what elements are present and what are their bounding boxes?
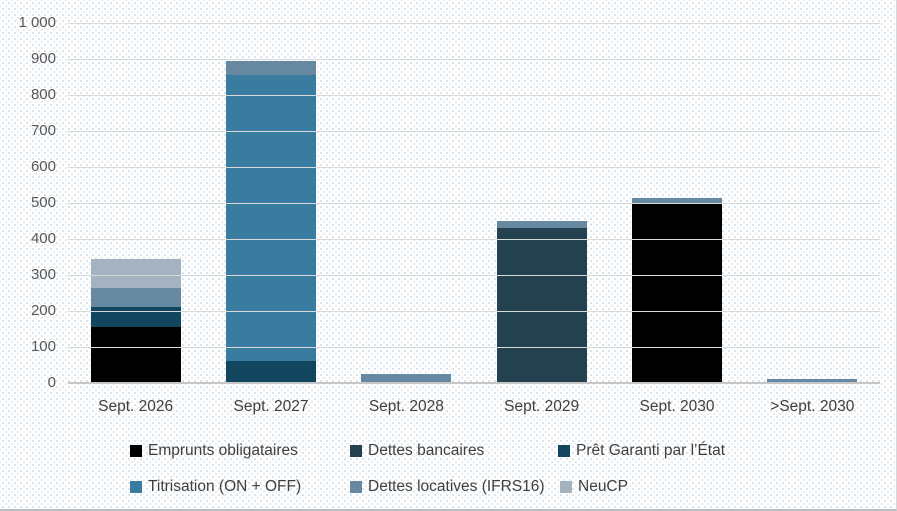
bar-segment (90, 307, 181, 328)
bar-segment (225, 75, 316, 362)
y-axis-tick-label: 400 (30, 230, 56, 247)
bar-slot (203, 23, 338, 383)
gridline (68, 203, 880, 204)
legend-label: Dettes bancaires (368, 442, 485, 459)
gridline (68, 95, 880, 96)
legend-item: Prêt Garanti par l’État (558, 442, 726, 459)
stacked-bar (361, 374, 452, 383)
legend-label: Prêt Garanti par l’État (576, 442, 726, 459)
bar-segment (90, 287, 181, 308)
bar-segment (225, 361, 316, 383)
bar-segment (767, 379, 858, 383)
legend-item: Dettes locatives (IFRS16) (350, 478, 545, 495)
x-axis-baseline (68, 382, 880, 384)
y-axis: 0 100 200 300 400 500 600 700 800 900 1 000 (0, 0, 56, 400)
legend-swatch-icon (350, 445, 362, 457)
bar-slot (68, 23, 203, 383)
bar-segment (631, 203, 722, 383)
legend-swatch-icon (560, 481, 572, 493)
gridline (68, 347, 880, 348)
x-axis-tick-label: >Sept. 2030 (770, 398, 855, 415)
gridline (68, 167, 880, 168)
bar-segment (361, 374, 452, 383)
y-axis-tick-label: 500 (30, 194, 56, 211)
legend-item: Titrisation (ON + OFF) (130, 478, 302, 495)
bar-segment (496, 221, 587, 229)
legend-label: Titrisation (ON + OFF) (148, 478, 302, 495)
legend-item: Dettes bancaires (350, 442, 485, 459)
bar-segment (225, 60, 316, 76)
x-axis-tick-label: Sept. 2030 (639, 398, 715, 415)
bar-segment (631, 197, 722, 203)
gridline (68, 59, 880, 60)
y-axis-tick-label: 200 (30, 302, 56, 319)
x-axis-tick-label: Sept. 2029 (504, 398, 580, 415)
y-axis-tick-label: 600 (30, 158, 56, 175)
stacked-bar (767, 379, 858, 383)
legend-item: Emprunts obligataires (130, 442, 298, 459)
x-axis-tick-label: Sept. 2028 (368, 398, 444, 415)
y-axis-tick-label: 800 (30, 86, 56, 103)
y-axis-tick-label: 0 (47, 374, 56, 391)
gridline (68, 275, 880, 276)
legend-label: Dettes locatives (IFRS16) (368, 478, 545, 495)
bar-slot (339, 23, 474, 383)
stacked-bar (225, 60, 316, 383)
y-axis-tick-label: 900 (30, 50, 56, 67)
gridline (68, 23, 880, 24)
legend-swatch-icon (350, 481, 362, 493)
x-axis: Sept. 2026 Sept. 2027 Sept. 2028 Sept. 2029… (68, 398, 880, 416)
stacked-bar (90, 258, 181, 383)
bar-segment (496, 228, 587, 383)
bar-group (68, 23, 880, 383)
stacked-bar (631, 197, 722, 383)
legend-swatch-icon (130, 481, 142, 493)
gridline (68, 311, 880, 312)
gridline (68, 239, 880, 240)
y-axis-tick-label: 100 (30, 338, 56, 355)
y-axis-tick-label: 1 000 (18, 14, 56, 31)
bar-slot (474, 23, 609, 383)
y-axis-tick-label: 700 (30, 122, 56, 139)
bar-slot (745, 23, 880, 383)
plot-area (68, 23, 880, 384)
bar-segment (90, 258, 181, 288)
stacked-bar (496, 221, 587, 383)
bar-slot (609, 23, 744, 383)
x-axis-tick-label: Sept. 2026 (98, 398, 174, 415)
legend-label: Emprunts obligataires (148, 442, 298, 459)
legend-label: NeuCP (578, 478, 628, 495)
legend-swatch-icon (130, 445, 142, 457)
y-axis-tick-label: 300 (30, 266, 56, 283)
bar-segment (90, 327, 181, 383)
legend-item: NeuCP (560, 478, 628, 495)
gridline (68, 131, 880, 132)
x-axis-tick-label: Sept. 2027 (233, 398, 309, 415)
legend-swatch-icon (558, 445, 570, 457)
